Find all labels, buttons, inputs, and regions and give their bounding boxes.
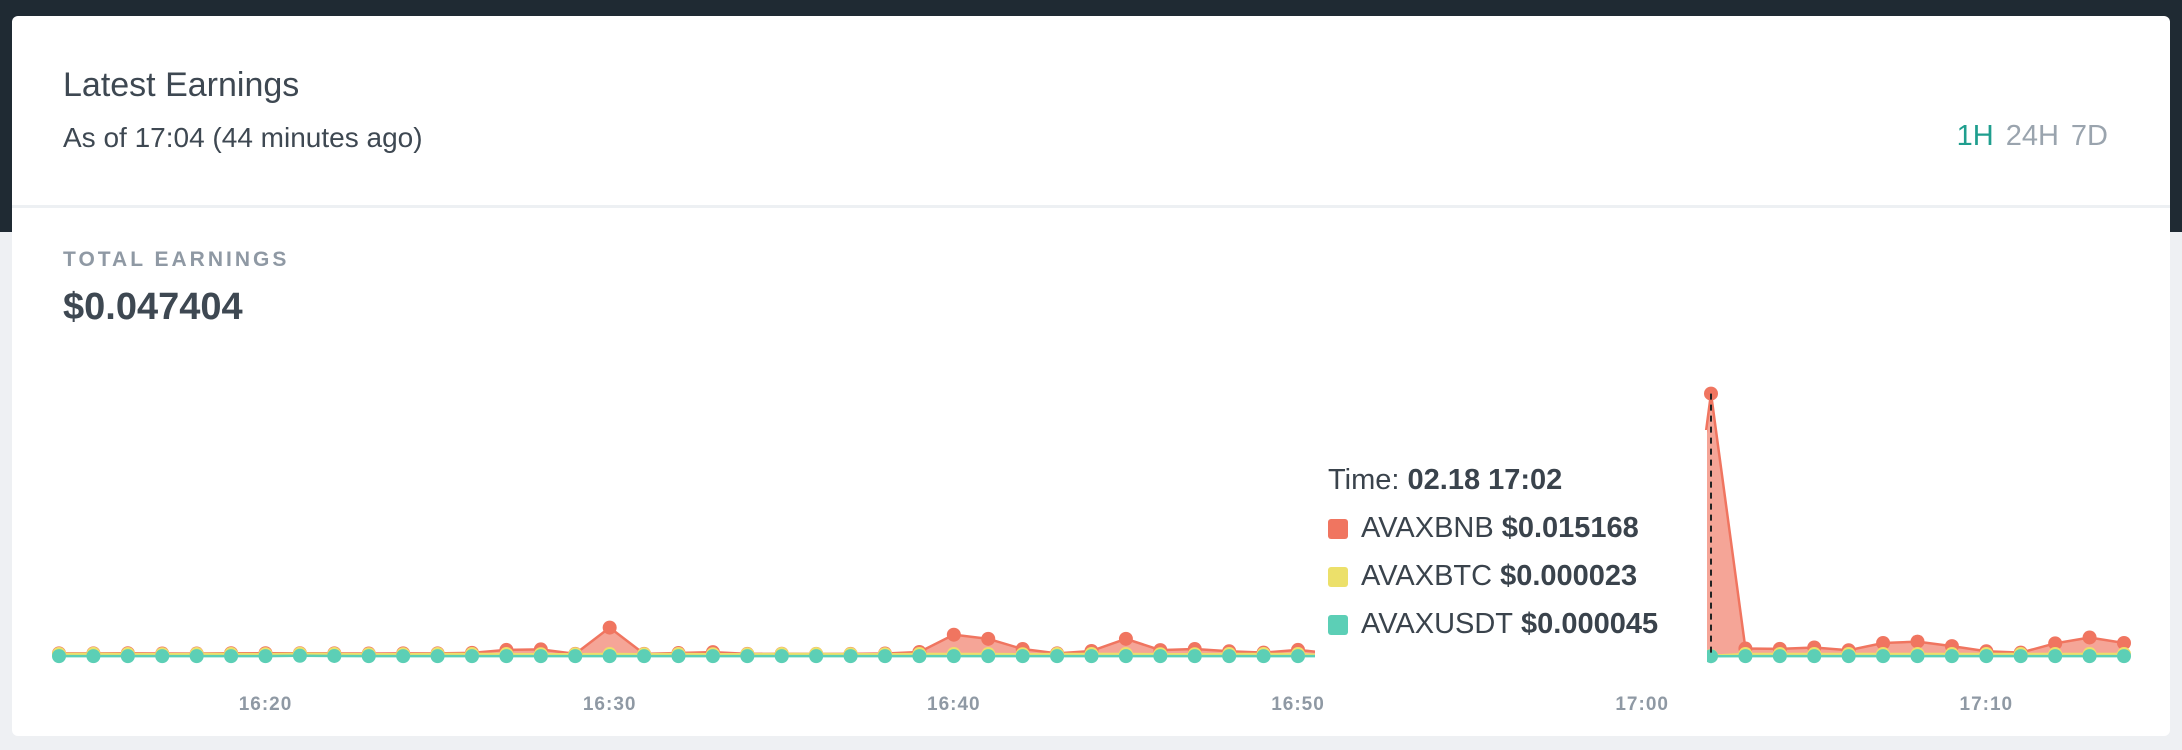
point-avaxusdt — [1256, 649, 1271, 664]
range-7d[interactable]: 7D — [2070, 120, 2108, 152]
tooltip-time-value: 02.18 17:02 — [1407, 464, 1563, 496]
point-avaxbnb — [1910, 634, 1925, 649]
point-avaxusdt — [705, 649, 720, 664]
point-avaxusdt — [568, 649, 583, 664]
avaxusdt-swatch — [1328, 614, 1348, 635]
point-avaxusdt — [327, 648, 342, 663]
point-avaxusdt — [2048, 649, 2063, 664]
point-avaxusdt — [224, 649, 239, 664]
point-avaxusdt — [499, 649, 514, 664]
point-avaxusdt — [912, 649, 927, 664]
earnings-chart[interactable]: 16:20 16:30 16:40 16:50 17:00 17:10 — [12, 16, 2170, 736]
card-header: Latest Earnings As of 17:04 (44 minutes … — [12, 16, 2170, 208]
point-avaxusdt — [1876, 649, 1891, 664]
point-avaxbnb — [981, 631, 996, 646]
point-avaxusdt — [361, 649, 376, 664]
point-avaxusdt — [2117, 649, 2131, 664]
point-avaxusdt — [1187, 649, 1202, 664]
point-avaxusdt — [1944, 649, 1959, 664]
line-avaxbnb — [59, 393, 2125, 656]
tooltip-series-name: AVAXUSDT — [1361, 608, 1514, 640]
point-avaxbnb — [946, 627, 961, 642]
x-tick-label: 16:40 — [927, 694, 981, 715]
point-avaxusdt — [981, 649, 996, 664]
tooltip-time: Time: 02.18 17:02 — [1328, 464, 1562, 497]
x-tick-label: 16:30 — [583, 694, 637, 715]
point-avaxusdt — [637, 649, 652, 664]
point-avaxusdt — [878, 649, 892, 664]
point-avaxusdt — [533, 649, 548, 664]
avaxbtc-swatch — [1328, 566, 1348, 587]
tooltip-series-value: $0.000045 — [1521, 608, 1659, 640]
point-avaxusdt — [2013, 649, 2028, 664]
tooltip-series-value: $0.000023 — [1500, 560, 1638, 592]
last-updated-text: As of 17:04 (44 minutes ago) — [63, 122, 423, 153]
tooltip-row-avaxusdt: AVAXUSDT $0.000045 — [1328, 608, 1658, 641]
point-avaxusdt — [120, 649, 135, 664]
point-avaxusdt — [258, 649, 273, 664]
point-avaxbnb — [2117, 635, 2131, 650]
point-avaxusdt — [602, 649, 617, 664]
point-avaxusdt — [465, 649, 479, 664]
point-avaxusdt — [1704, 649, 1718, 664]
point-avaxusdt — [155, 649, 170, 664]
earnings-card: Latest Earnings As of 17:04 (44 minutes … — [12, 16, 2170, 736]
tooltip-time-label: Time: — [1328, 464, 1400, 496]
tooltip-series-name: AVAXBTC — [1361, 560, 1493, 592]
point-avaxusdt — [740, 649, 755, 664]
point-avaxusdt — [1084, 649, 1099, 664]
point-avaxusdt — [946, 649, 961, 664]
x-tick-label: 16:20 — [239, 694, 293, 715]
point-avaxusdt — [1118, 649, 1133, 664]
avaxbnb-swatch — [1328, 518, 1348, 539]
point-avaxbnb — [2082, 630, 2097, 645]
point-avaxusdt — [396, 649, 411, 664]
point-avaxusdt — [1807, 649, 1822, 664]
point-avaxusdt — [809, 649, 824, 664]
tooltip-row-avaxbnb: AVAXBNB $0.015168 — [1328, 512, 1639, 545]
point-avaxusdt — [843, 649, 858, 664]
point-avaxusdt — [1772, 649, 1787, 664]
point-avaxusdt — [2082, 649, 2097, 664]
tooltip-series-name: AVAXBNB — [1361, 512, 1494, 544]
point-avaxusdt — [1291, 649, 1305, 664]
range-24h[interactable]: 24H — [2005, 120, 2059, 152]
point-avaxusdt — [1153, 649, 1168, 664]
point-avaxbnb — [2048, 636, 2063, 651]
tooltip-row-avaxbtc: AVAXBTC $0.000023 — [1328, 560, 1637, 593]
range-1h[interactable]: 1H — [1956, 120, 1994, 152]
point-avaxusdt — [671, 649, 686, 664]
chart-tooltip: Time: 02.18 17:02 AVAXBNB $0.015168 AVAX… — [1315, 430, 1707, 666]
point-avaxusdt — [292, 648, 307, 663]
card-title: Latest Earnings — [63, 66, 300, 104]
point-avaxusdt — [774, 649, 789, 664]
point-avaxbnb — [602, 620, 617, 635]
point-avaxusdt — [189, 649, 204, 664]
point-avaxusdt — [1738, 649, 1753, 664]
range-selector: 1H 24H 7D — [1957, 120, 2108, 153]
point-avaxbnb — [1118, 631, 1133, 646]
point-avaxusdt — [1841, 649, 1856, 664]
point-avaxusdt — [86, 649, 101, 664]
tooltip-series-value: $0.015168 — [1501, 512, 1639, 544]
point-avaxusdt — [430, 649, 445, 664]
point-avaxusdt — [1222, 649, 1237, 664]
point-avaxusdt — [1910, 649, 1925, 664]
point-avaxusdt — [52, 649, 66, 664]
point-avaxusdt — [1979, 649, 1994, 664]
area-avaxbnb — [59, 393, 2124, 656]
point-avaxbnb — [1876, 635, 1891, 650]
point-avaxusdt — [1015, 649, 1030, 664]
x-tick-label: 17:00 — [1615, 694, 1669, 715]
total-earnings-label: TOTAL EARNINGS — [63, 248, 290, 271]
total-earnings-value: $0.047404 — [63, 286, 243, 328]
x-tick-label: 17:10 — [1960, 694, 2014, 715]
x-tick-label: 16:50 — [1271, 694, 1325, 715]
point-avaxusdt — [1050, 649, 1065, 664]
